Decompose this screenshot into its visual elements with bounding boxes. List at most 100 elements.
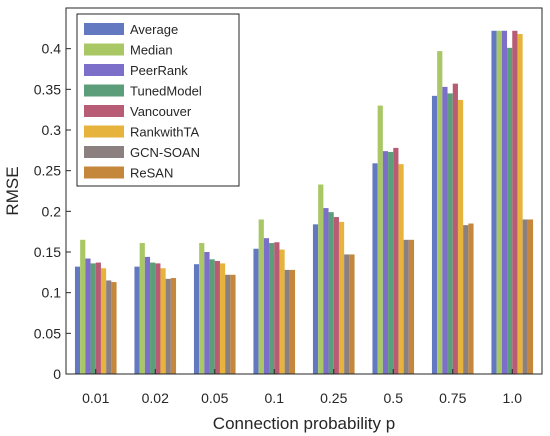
bar	[225, 274, 231, 374]
legend: Average Median PeerRank TunedModel Vancouver…	[76, 13, 240, 187]
bar	[388, 151, 394, 374]
bar	[219, 263, 226, 374]
bar	[106, 280, 112, 374]
bar	[437, 51, 443, 375]
bar	[165, 278, 171, 374]
bar	[398, 164, 404, 374]
bar	[209, 259, 215, 374]
bar	[230, 274, 236, 374]
legend-swatch	[84, 84, 124, 97]
bar	[139, 243, 145, 374]
bar	[318, 184, 324, 374]
bar	[160, 268, 166, 374]
bar	[491, 30, 497, 374]
legend-label: Average	[130, 22, 178, 37]
bar	[312, 224, 319, 374]
legend-swatch	[84, 166, 124, 179]
bar	[349, 254, 355, 374]
legend-label: TunedModel	[130, 84, 202, 99]
y-tick-label: 0.1	[42, 285, 62, 301]
bar	[100, 268, 107, 374]
bar	[393, 147, 399, 374]
bar	[279, 249, 285, 374]
x-tick-label: 0.75	[439, 390, 466, 406]
bars-group	[74, 30, 534, 375]
x-tick-label: 0.02	[142, 390, 169, 406]
legend-box	[76, 13, 240, 187]
legend-swatch	[84, 125, 124, 138]
bar	[333, 217, 339, 374]
bar	[501, 30, 508, 374]
bar	[463, 225, 469, 374]
x-tick-label: 0.25	[320, 390, 347, 406]
bar	[517, 34, 523, 374]
y-tick-label: 0.3	[42, 122, 62, 138]
bar	[199, 243, 205, 374]
bar	[284, 269, 290, 374]
x-tick-label: 0.01	[82, 390, 109, 406]
bar	[253, 248, 259, 374]
y-tick-label: 0.2	[42, 203, 62, 219]
bar	[382, 151, 389, 374]
legend-swatch	[84, 23, 124, 35]
bar	[274, 242, 280, 374]
legend-label: Median	[130, 43, 173, 58]
bar	[403, 239, 409, 374]
x-axis-ticks: 0.01 0.02 0.05 0.1 0.25 0.5 0.75 1.0	[82, 369, 522, 406]
bar	[74, 266, 81, 374]
x-tick-label: 0.5	[384, 390, 404, 406]
bar	[527, 219, 534, 374]
y-tick-label: 0.35	[34, 81, 61, 97]
bar	[204, 252, 210, 374]
legend-swatch	[84, 64, 124, 76]
x-axis-title: Connection probability p	[213, 414, 395, 433]
bar	[372, 163, 378, 374]
bar	[85, 258, 91, 374]
bar	[289, 269, 296, 374]
bar	[377, 105, 383, 374]
legend-label: GCN-SOAN	[130, 145, 200, 160]
plot-frame	[65, 7, 543, 375]
bar	[95, 262, 101, 374]
bar	[155, 263, 161, 374]
legend-swatch	[84, 146, 124, 158]
y-tick-label: 0.25	[34, 163, 61, 179]
bar	[496, 30, 502, 374]
bar	[269, 243, 275, 374]
x-tick-label: 0.1	[265, 390, 285, 406]
bar	[344, 254, 350, 374]
bar	[457, 99, 464, 374]
bar	[323, 208, 329, 374]
y-axis-title: RMSE	[3, 166, 22, 215]
y-tick-label: 0.15	[34, 244, 61, 260]
y-tick-label: 0	[53, 366, 61, 382]
y-tick-label: 0.4	[42, 41, 62, 57]
legend-swatch	[84, 43, 124, 56]
legend-label: PeerRank	[130, 63, 188, 78]
bar	[193, 264, 200, 374]
bar	[507, 47, 513, 374]
legend-label: ReSAN	[130, 166, 173, 181]
bar	[431, 95, 438, 374]
bar	[452, 83, 458, 374]
bar	[258, 219, 264, 374]
bar	[134, 266, 140, 374]
bar	[111, 282, 117, 374]
bar	[408, 239, 415, 374]
bar	[170, 278, 177, 374]
bar	[214, 260, 220, 374]
bar	[150, 262, 156, 374]
legend-label: Vancouver	[130, 104, 192, 119]
bar	[80, 239, 86, 374]
legend-swatch	[84, 105, 124, 117]
y-tick-label: 0.05	[34, 325, 61, 341]
y-axis-ticks: 0 0.05 0.1 0.15 0.2 0.25 0.3 0.35 0.4	[34, 41, 71, 382]
bar	[90, 263, 96, 374]
x-tick-label: 1.0	[503, 390, 523, 406]
bar	[447, 93, 453, 375]
bar	[512, 30, 518, 374]
bar	[328, 212, 334, 374]
bar	[522, 219, 528, 374]
bar	[442, 86, 448, 374]
